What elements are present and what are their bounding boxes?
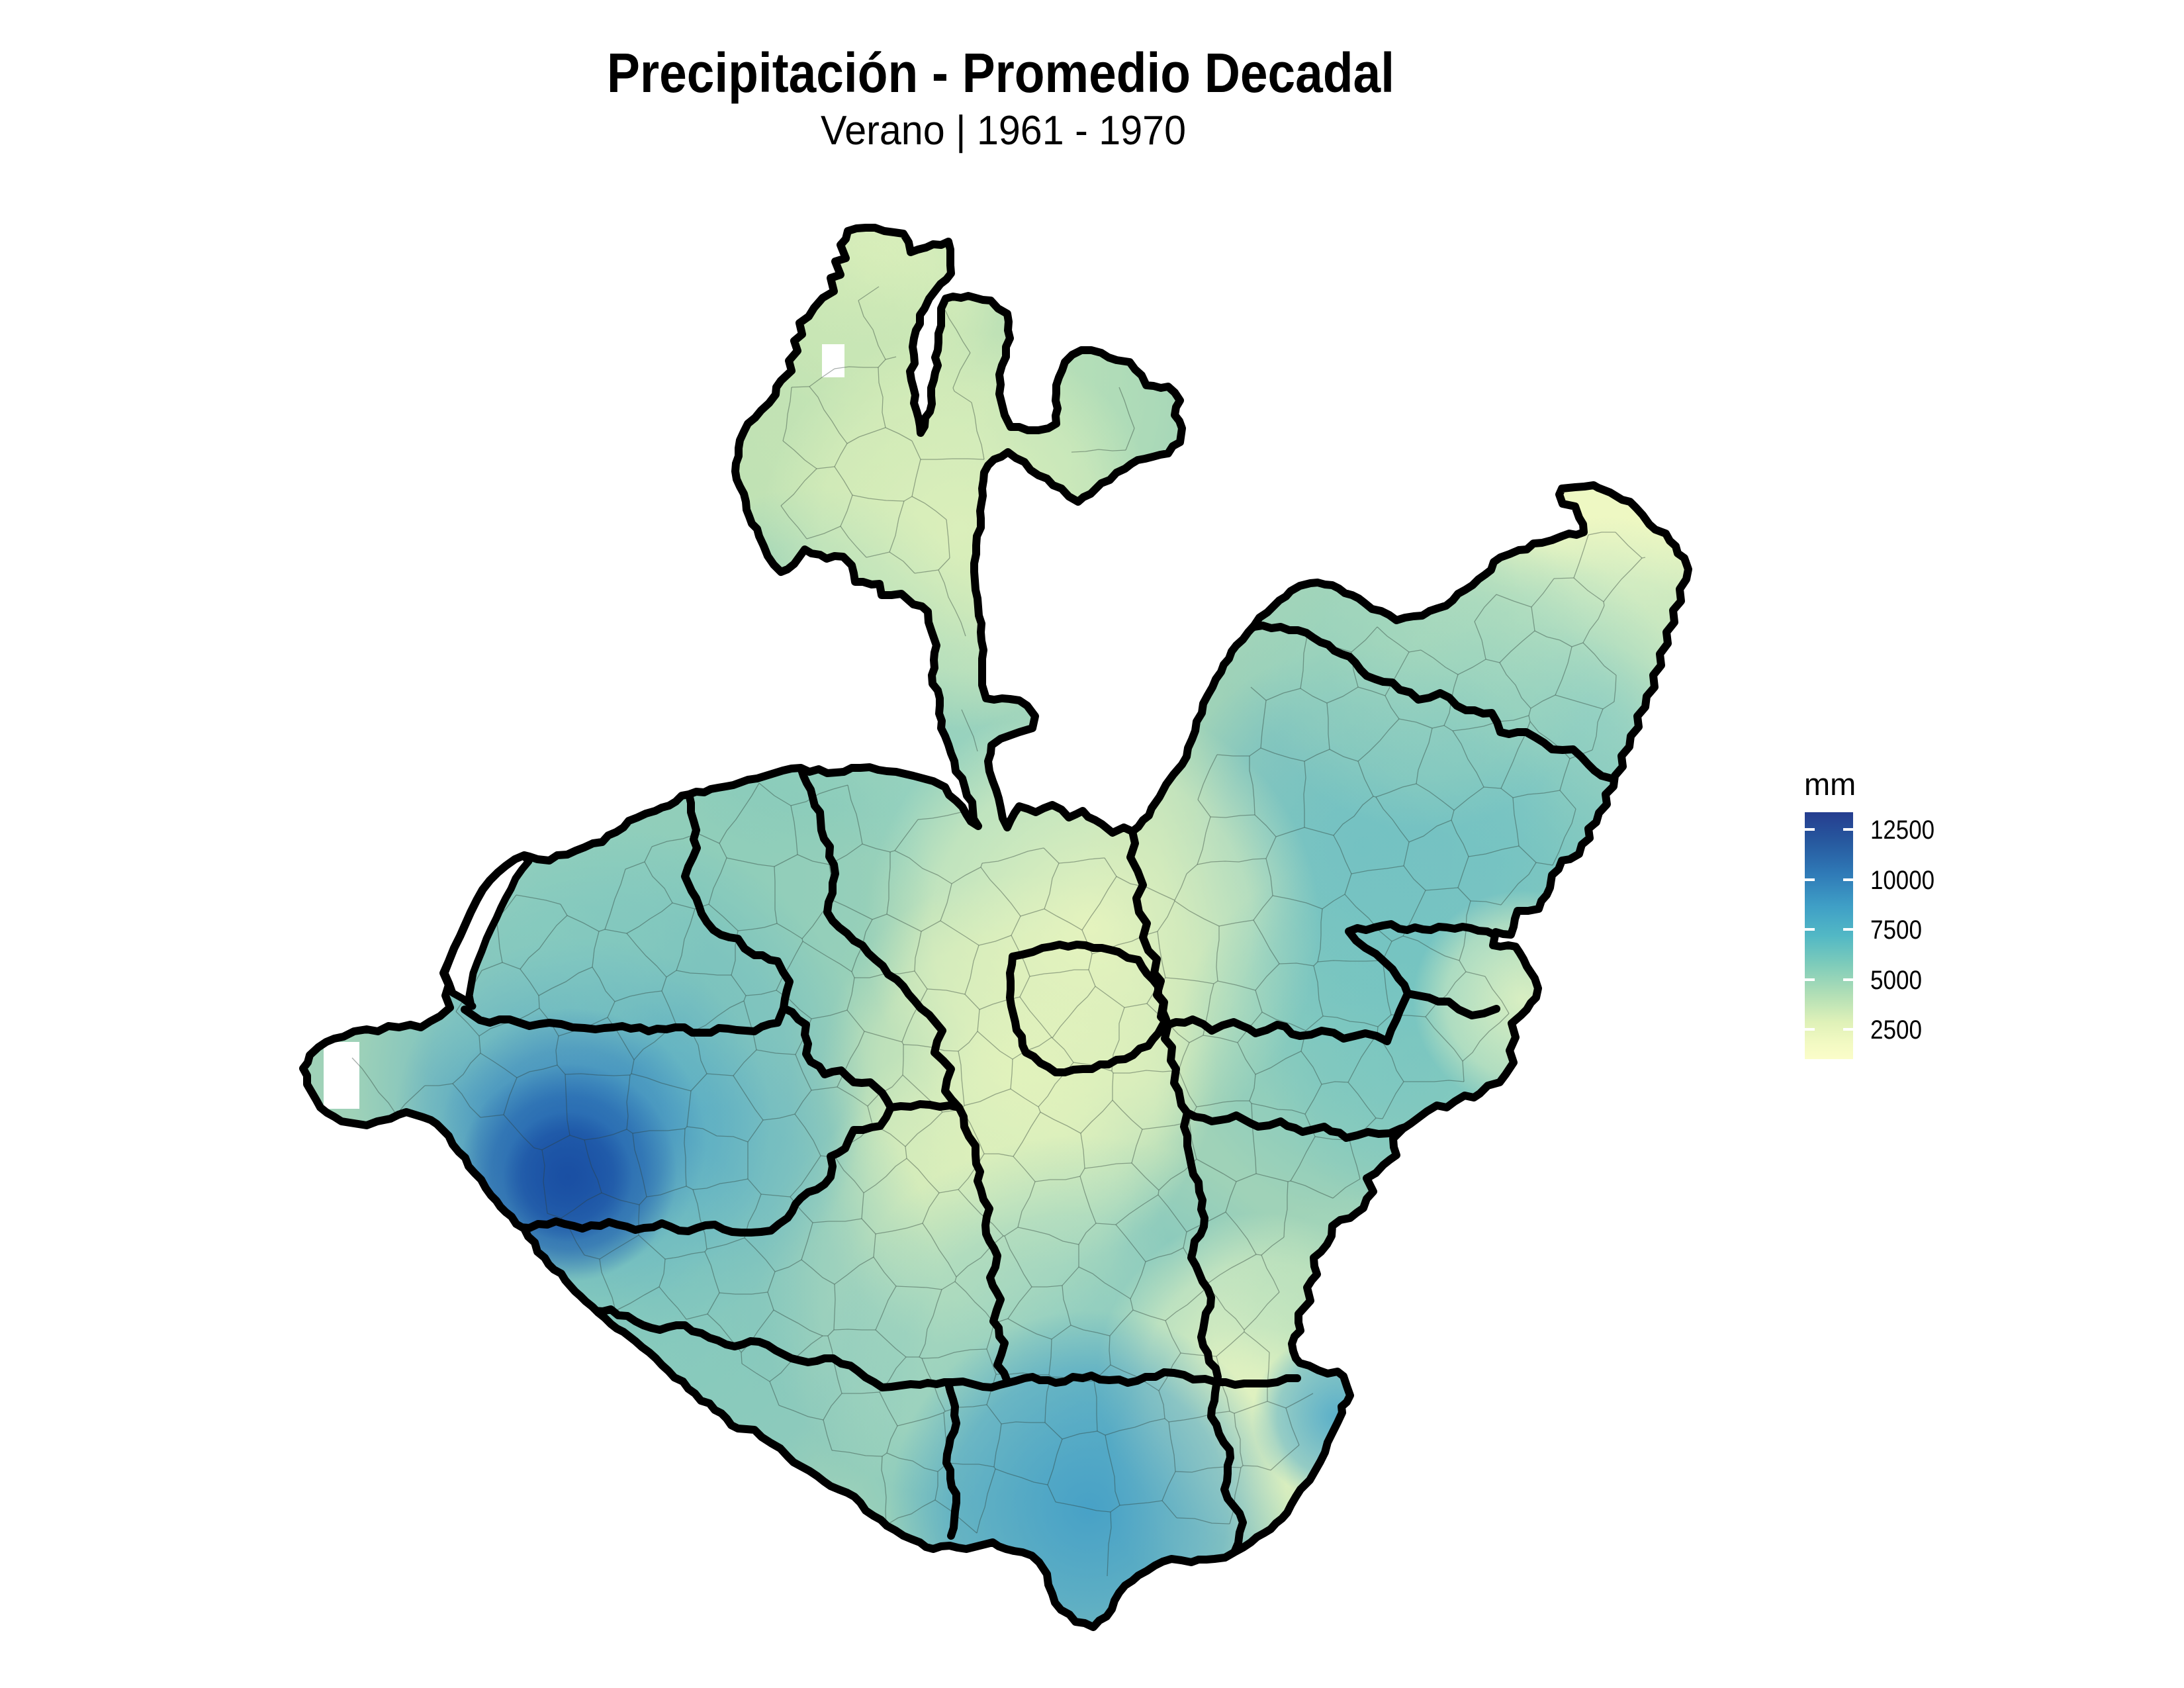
- svg-text:Verano | 1961 - 1970: Verano | 1961 - 1970: [821, 108, 1186, 154]
- svg-text:10000: 10000: [1870, 866, 1934, 895]
- svg-text:12500: 12500: [1870, 816, 1934, 845]
- svg-text:5000: 5000: [1870, 966, 1922, 995]
- svg-text:Precipitación - Promedio Decad: Precipitación - Promedio Decadal: [607, 42, 1394, 104]
- svg-text:2500: 2500: [1870, 1015, 1922, 1045]
- svg-text:mm: mm: [1804, 767, 1856, 802]
- svg-text:7500: 7500: [1870, 915, 1922, 945]
